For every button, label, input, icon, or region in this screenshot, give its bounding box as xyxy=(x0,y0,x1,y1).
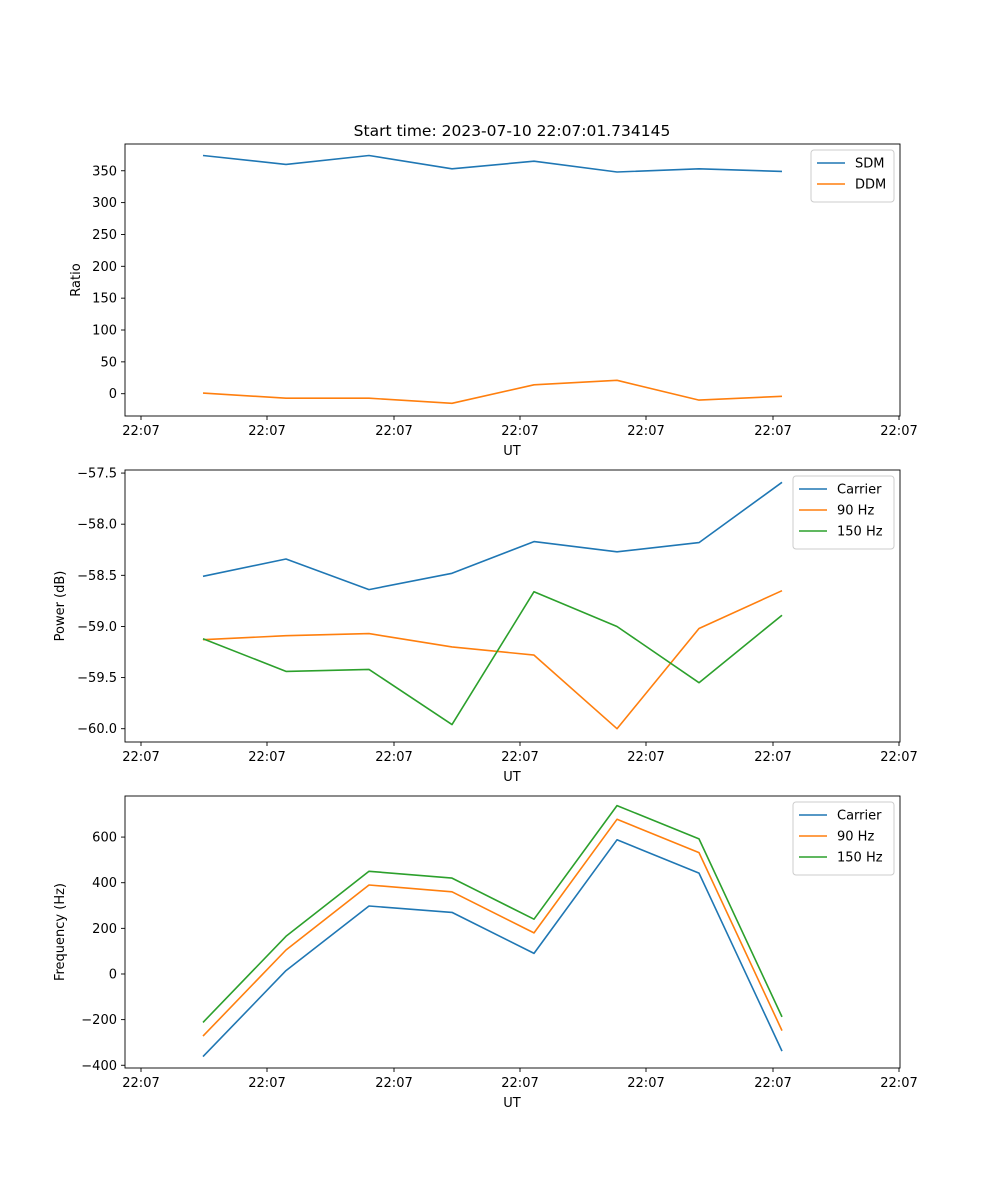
x-tick-label: 22:07 xyxy=(754,424,791,439)
y-tick-label: 600 xyxy=(92,831,117,846)
x-tick-label: 22:07 xyxy=(880,750,917,765)
figure-title: Start time: 2023-07-10 22:07:01.734145 xyxy=(354,122,671,140)
x-tick-label: 22:07 xyxy=(627,1076,664,1091)
y-tick-label: 200 xyxy=(92,260,117,275)
x-axis-label: UT xyxy=(503,444,521,459)
x-axis-label: UT xyxy=(503,770,521,785)
x-tick-label: 22:07 xyxy=(248,424,285,439)
y-tick-label: 250 xyxy=(92,228,117,243)
y-tick-label: −60.0 xyxy=(77,722,117,737)
legend-label-150-hz: 150 Hz xyxy=(837,851,883,866)
y-tick-label: 150 xyxy=(92,292,117,307)
series-line-carrier xyxy=(202,481,783,591)
x-tick-label: 22:07 xyxy=(880,1076,917,1091)
series-line-90-hz xyxy=(202,818,783,1037)
x-tick-label: 22:07 xyxy=(375,424,412,439)
x-axis-label: UT xyxy=(503,1096,521,1111)
series-line-90-hz xyxy=(202,589,783,730)
series-line-150-hz xyxy=(202,590,783,726)
x-tick-label: 22:07 xyxy=(754,750,791,765)
legend-label-carrier: Carrier xyxy=(837,483,882,498)
y-tick-label: −59.0 xyxy=(77,620,117,635)
y-tick-label: −58.5 xyxy=(77,569,117,584)
power-plot: 22:07 22:07 22:07 22:07 22:07 22:07 22:07 UT −60… xyxy=(53,467,918,785)
series-line-sdm xyxy=(202,154,783,173)
legend-label-90-hz: 90 Hz xyxy=(837,830,874,845)
axes-frame xyxy=(124,795,901,1069)
x-tick-label: 22:07 xyxy=(627,424,664,439)
y-tick-label: 100 xyxy=(92,324,117,339)
frequency-plot: 22:07 22:07 22:07 22:07 22:07 22:07 22:07 UT −40… xyxy=(53,795,918,1111)
series-line-ddm xyxy=(202,379,783,405)
y-tick-label: −59.5 xyxy=(77,671,117,686)
series-line-carrier xyxy=(202,838,783,1058)
y-tick-label: −58.0 xyxy=(77,518,117,533)
y-tick-label: 50 xyxy=(100,355,117,370)
x-tick-label: 22:07 xyxy=(880,424,917,439)
x-tick-label: 22:07 xyxy=(501,424,538,439)
y-tick-label: 350 xyxy=(92,164,117,179)
x-tick-label: 22:07 xyxy=(248,750,285,765)
x-tick-label: 22:07 xyxy=(501,750,538,765)
y-tick-label: 0 xyxy=(109,967,117,982)
x-tick-label: 22:07 xyxy=(375,1076,412,1091)
legend-label-90-hz: 90 Hz xyxy=(837,504,874,519)
legend-label-carrier: Carrier xyxy=(837,809,882,824)
y-axis-label: Power (dB) xyxy=(53,571,68,642)
x-tick-label: 22:07 xyxy=(122,1076,159,1091)
y-tick-label: 300 xyxy=(92,196,117,211)
series-line-150-hz xyxy=(202,804,783,1023)
ratio-plot: 22:07 22:07 22:07 22:07 22:07 22:07 22:07 UT 0 50… xyxy=(69,143,918,459)
y-tick-label: −57.5 xyxy=(77,467,117,482)
x-tick-label: 22:07 xyxy=(501,1076,538,1091)
legend-label-sdm: SDM xyxy=(855,157,884,172)
x-tick-label: 22:07 xyxy=(375,750,412,765)
legend-label-ddm: DDM xyxy=(855,178,886,193)
x-tick-label: 22:07 xyxy=(122,424,159,439)
x-tick-label: 22:07 xyxy=(627,750,664,765)
x-tick-label: 22:07 xyxy=(248,1076,285,1091)
x-tick-label: 22:07 xyxy=(754,1076,791,1091)
y-axis-label: Ratio xyxy=(69,263,84,296)
y-tick-label: −200 xyxy=(81,1013,117,1028)
axes-frame xyxy=(124,143,901,417)
y-tick-label: 200 xyxy=(92,922,117,937)
legend-label-150-hz: 150 Hz xyxy=(837,525,883,540)
axes-frame xyxy=(124,469,901,743)
y-tick-label: 400 xyxy=(92,876,117,891)
y-axis-label: Frequency (Hz) xyxy=(53,883,68,981)
y-tick-label: 0 xyxy=(109,387,117,402)
y-tick-label: −400 xyxy=(81,1059,117,1074)
x-tick-label: 22:07 xyxy=(122,750,159,765)
